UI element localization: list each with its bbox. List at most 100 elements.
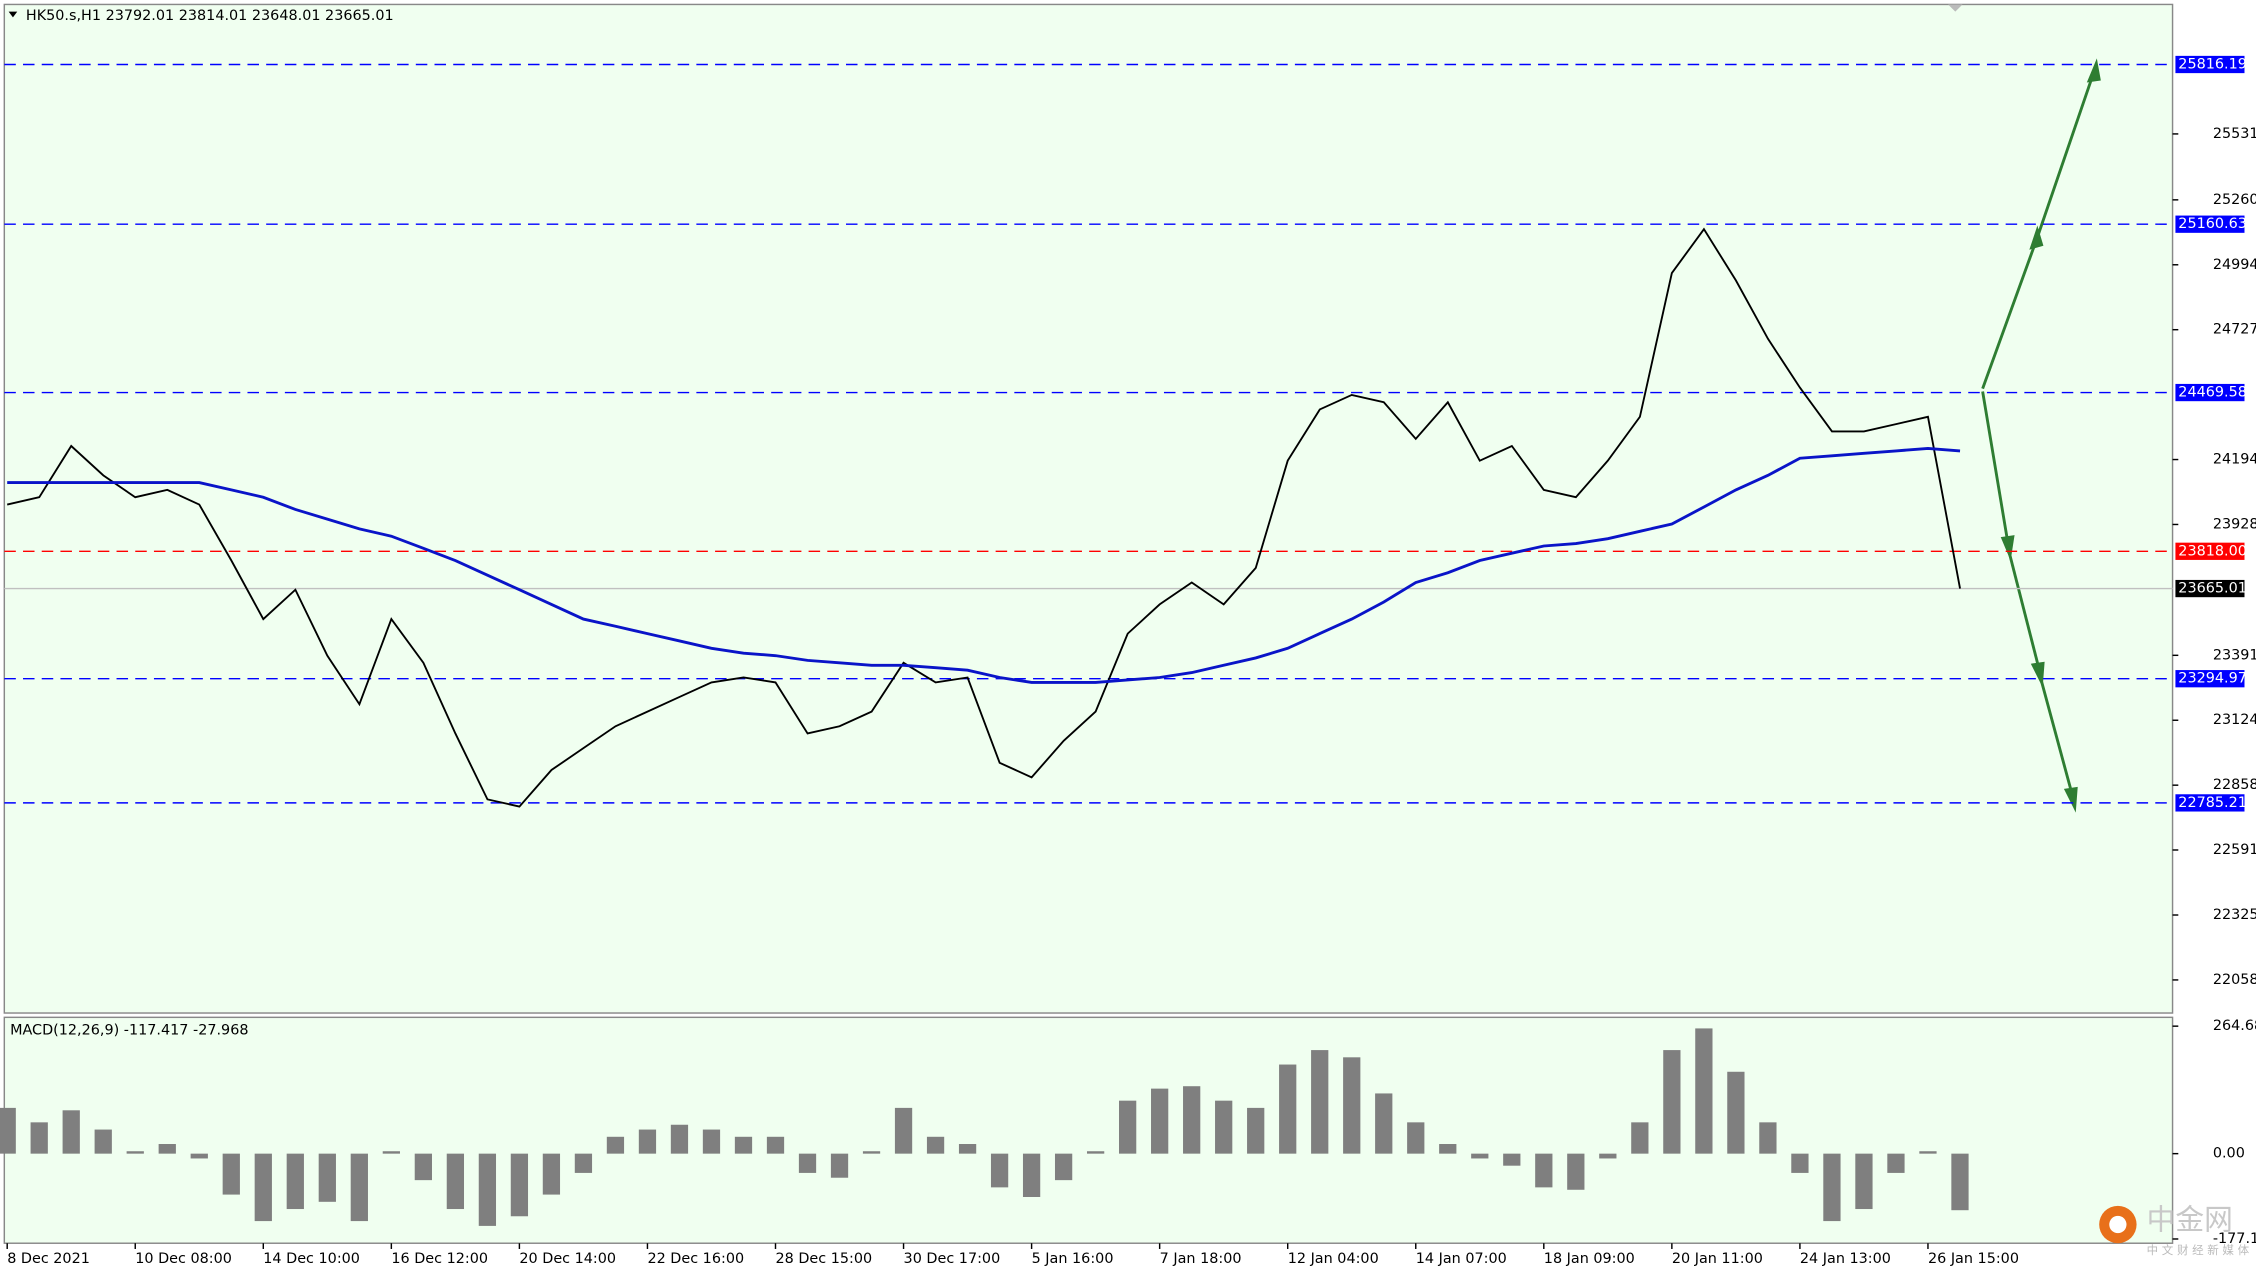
macd-bar bbox=[1535, 1153, 1553, 1188]
macd-bar bbox=[702, 1129, 721, 1154]
level-label-box bbox=[2175, 579, 2245, 598]
y-tick-label: 23124.50 bbox=[2213, 712, 2256, 728]
macd-bar bbox=[94, 1129, 112, 1154]
macd-bar bbox=[958, 1144, 977, 1154]
x-tick-label: 22 Dec 16:00 bbox=[647, 1251, 744, 1267]
x-tick-label: 26 Jan 15:00 bbox=[1928, 1251, 2019, 1267]
chart-title: HK50.s,H1 23792.01 23814.01 23648.01 236… bbox=[26, 8, 394, 24]
macd-bar bbox=[222, 1153, 240, 1195]
watermark: 中金网 中 文 财 经 新 媒 体 bbox=[2099, 1203, 2250, 1257]
x-tick-label: 18 Jan 09:00 bbox=[1544, 1251, 1635, 1267]
x-tick-label: 14 Dec 10:00 bbox=[263, 1251, 360, 1267]
macd-title: MACD(12,26,9) -117.417 -27.968 bbox=[10, 1022, 248, 1038]
level-label: 23818.00 bbox=[2178, 543, 2247, 559]
macd-bar bbox=[1567, 1153, 1585, 1190]
menu-icon[interactable] bbox=[8, 11, 18, 18]
y-tick-label: 22858.00 bbox=[2213, 777, 2256, 793]
y-tick-label: 23391.00 bbox=[2213, 647, 2256, 663]
macd-bar bbox=[1727, 1071, 1745, 1154]
macd-bar bbox=[1599, 1153, 1617, 1159]
macd-bar bbox=[542, 1153, 561, 1195]
price-line bbox=[7, 447, 1961, 684]
y-tick-label: 24194.60 bbox=[2213, 452, 2256, 468]
macd-bar bbox=[254, 1153, 272, 1222]
macd-bar bbox=[574, 1153, 593, 1173]
macd-bar bbox=[1439, 1144, 1457, 1154]
y-tick-label: 22591.90 bbox=[2213, 842, 2256, 858]
macd-bar bbox=[510, 1153, 529, 1217]
macd-bar bbox=[734, 1136, 753, 1154]
level-label: 24469.58 bbox=[2178, 385, 2247, 401]
y-tick-label: 25531.20 bbox=[2213, 126, 2256, 142]
macd-bar bbox=[62, 1110, 80, 1154]
macd-bar bbox=[350, 1153, 368, 1222]
macd-bar bbox=[414, 1153, 432, 1181]
price-line bbox=[6, 227, 1961, 808]
macd-bar bbox=[1215, 1100, 1233, 1154]
x-tick-label: 5 Jan 16:00 bbox=[1032, 1251, 1114, 1267]
macd-bar bbox=[30, 1122, 48, 1154]
macd-bar bbox=[1054, 1153, 1073, 1181]
macd-bar bbox=[606, 1136, 625, 1154]
macd-bar bbox=[1471, 1153, 1489, 1159]
x-tick-label: 14 Jan 07:00 bbox=[1416, 1251, 1507, 1267]
level-label: 23294.97 bbox=[2178, 671, 2247, 687]
macd-bar bbox=[766, 1136, 785, 1154]
x-tick-label: 20 Jan 11:00 bbox=[1672, 1251, 1763, 1267]
macd-bar bbox=[1503, 1153, 1521, 1166]
macd-bar bbox=[1247, 1107, 1265, 1154]
y-tick-label: 24994.10 bbox=[2213, 257, 2256, 273]
macd-bar bbox=[1951, 1153, 1969, 1211]
x-tick-label: 24 Jan 13:00 bbox=[1800, 1251, 1891, 1267]
level-label: 22785.21 bbox=[2178, 795, 2247, 811]
shift-icon bbox=[1948, 4, 1963, 12]
y-tick-label: 25260.60 bbox=[2213, 192, 2256, 208]
level-label-box bbox=[2175, 542, 2245, 560]
macd-bar bbox=[126, 1151, 144, 1154]
macd-bar bbox=[0, 1107, 16, 1154]
level-label: 25160.63 bbox=[2178, 216, 2247, 232]
macd-bar bbox=[158, 1144, 176, 1154]
macd-bar bbox=[1919, 1151, 1937, 1154]
macd-bar bbox=[830, 1153, 849, 1178]
macd-bar bbox=[1663, 1050, 1681, 1154]
macd-bar bbox=[1791, 1153, 1809, 1173]
watermark-title: 中金网 bbox=[2147, 1203, 2233, 1237]
macd-bar bbox=[1119, 1100, 1137, 1154]
level-label: 25816.19 bbox=[2178, 56, 2247, 72]
macd-bar bbox=[1311, 1050, 1329, 1154]
level-label-box bbox=[2175, 794, 2245, 812]
macd-bar bbox=[1695, 1028, 1713, 1154]
y-tick-label: 23928.10 bbox=[2213, 516, 2256, 532]
x-tick-label: 7 Jan 18:00 bbox=[1160, 1251, 1242, 1267]
macd-bar bbox=[1855, 1153, 1873, 1210]
macd-bar bbox=[1183, 1086, 1201, 1154]
x-tick-label: 28 Dec 15:00 bbox=[776, 1251, 873, 1267]
macd-bar bbox=[382, 1151, 400, 1154]
macd-bar bbox=[894, 1107, 913, 1154]
macd-bar bbox=[670, 1124, 689, 1154]
level-label-box bbox=[2175, 55, 2245, 74]
macd-bar bbox=[1887, 1153, 1905, 1173]
macd-bar bbox=[1407, 1122, 1425, 1154]
x-tick-label: 30 Dec 17:00 bbox=[904, 1251, 1001, 1267]
macd-bar bbox=[798, 1153, 817, 1173]
y-tick-label: 22058.50 bbox=[2213, 972, 2256, 988]
level-label-box bbox=[2175, 670, 2245, 688]
macd-bar bbox=[1151, 1088, 1169, 1154]
macd-bar bbox=[926, 1136, 945, 1154]
macd-bar bbox=[318, 1153, 336, 1202]
y-tick-label: 0.00 bbox=[2213, 1146, 2245, 1162]
watermark-subtitle: 中 文 财 经 新 媒 体 bbox=[2147, 1243, 2250, 1257]
x-tick-label: 12 Jan 04:00 bbox=[1288, 1251, 1379, 1267]
macd-bar bbox=[1343, 1057, 1361, 1154]
macd-bar bbox=[1086, 1151, 1105, 1154]
y-tick-label: 24727.60 bbox=[2213, 322, 2256, 338]
macd-bar bbox=[478, 1153, 497, 1226]
level-label-box bbox=[2175, 383, 2245, 402]
macd-bar bbox=[286, 1153, 304, 1210]
macd-bar bbox=[1759, 1122, 1777, 1154]
macd-bar bbox=[1022, 1153, 1041, 1197]
x-tick-label: 8 Dec 2021 bbox=[7, 1251, 90, 1267]
